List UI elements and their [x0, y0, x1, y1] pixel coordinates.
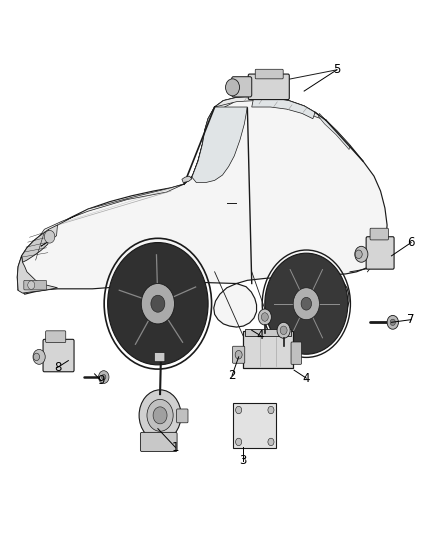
Circle shape [277, 322, 290, 338]
Circle shape [147, 399, 173, 431]
Text: 2: 2 [228, 369, 236, 382]
Circle shape [387, 316, 399, 329]
Circle shape [268, 406, 274, 414]
Circle shape [102, 374, 106, 379]
Circle shape [44, 230, 55, 243]
FancyBboxPatch shape [233, 403, 276, 448]
Text: 6: 6 [407, 236, 415, 249]
FancyBboxPatch shape [141, 432, 177, 451]
FancyBboxPatch shape [177, 409, 188, 423]
Polygon shape [182, 176, 192, 182]
FancyBboxPatch shape [43, 340, 74, 372]
Polygon shape [41, 225, 57, 246]
Circle shape [268, 438, 274, 446]
Circle shape [258, 309, 272, 325]
FancyBboxPatch shape [24, 280, 46, 290]
FancyBboxPatch shape [248, 74, 289, 100]
Circle shape [226, 79, 240, 96]
FancyBboxPatch shape [255, 69, 283, 79]
Polygon shape [17, 256, 57, 293]
Polygon shape [215, 96, 326, 120]
Polygon shape [40, 184, 184, 236]
Text: 4: 4 [303, 372, 310, 385]
Circle shape [261, 313, 268, 321]
FancyBboxPatch shape [46, 331, 66, 343]
FancyBboxPatch shape [366, 237, 394, 269]
Circle shape [153, 407, 167, 424]
FancyBboxPatch shape [154, 353, 165, 362]
Circle shape [301, 297, 311, 310]
Circle shape [280, 326, 287, 335]
FancyBboxPatch shape [291, 342, 301, 365]
Circle shape [33, 350, 45, 365]
FancyBboxPatch shape [370, 228, 389, 240]
Circle shape [236, 438, 242, 446]
Circle shape [265, 253, 348, 354]
Circle shape [293, 288, 319, 320]
Polygon shape [184, 98, 237, 184]
Polygon shape [252, 96, 315, 119]
Circle shape [355, 250, 362, 259]
Polygon shape [318, 114, 350, 150]
Text: 1: 1 [172, 441, 179, 454]
Circle shape [108, 243, 208, 365]
Polygon shape [17, 96, 387, 327]
Circle shape [141, 284, 174, 324]
Text: 9: 9 [97, 374, 105, 387]
Circle shape [99, 370, 109, 383]
Text: 3: 3 [239, 454, 247, 467]
Circle shape [151, 295, 165, 312]
Circle shape [28, 281, 35, 289]
FancyBboxPatch shape [243, 332, 293, 368]
Circle shape [390, 319, 396, 326]
Polygon shape [375, 241, 386, 264]
Text: 8: 8 [54, 361, 61, 374]
Polygon shape [192, 107, 247, 182]
Circle shape [355, 246, 368, 262]
Text: 4: 4 [257, 329, 264, 342]
Circle shape [235, 351, 242, 359]
Circle shape [139, 390, 181, 441]
FancyBboxPatch shape [245, 329, 291, 336]
Text: 5: 5 [333, 63, 341, 76]
FancyBboxPatch shape [233, 346, 245, 364]
Polygon shape [21, 229, 49, 262]
Circle shape [33, 353, 39, 361]
Circle shape [236, 406, 242, 414]
Text: 7: 7 [407, 313, 415, 326]
FancyBboxPatch shape [232, 77, 252, 97]
